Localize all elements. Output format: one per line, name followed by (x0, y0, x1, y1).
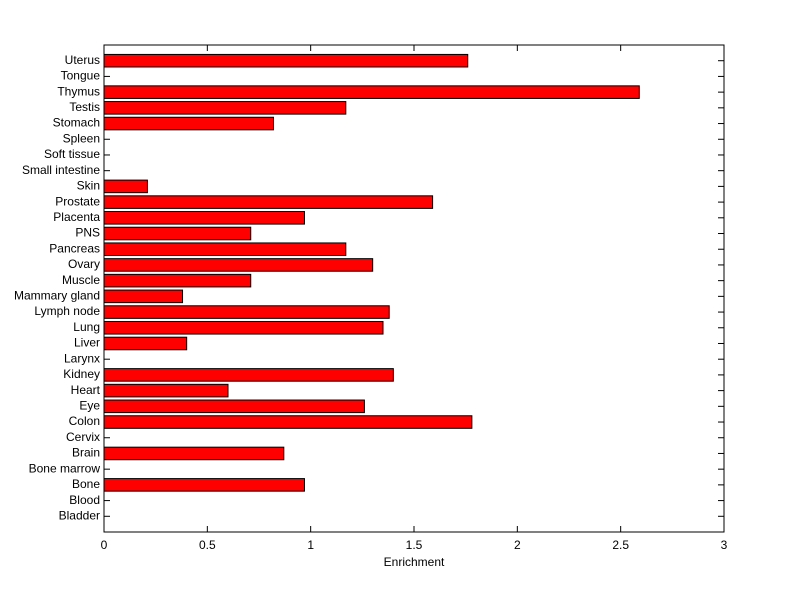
y-tick-label: Kidney (63, 367, 100, 381)
bar (103, 211, 305, 225)
y-tick-label: Lymph node (34, 304, 100, 318)
bar (103, 226, 252, 241)
bar (103, 258, 374, 272)
y-tick-label: Colon (69, 414, 100, 428)
x-tick-label: 1.5 (406, 538, 423, 552)
y-tick-label: Brain (72, 446, 100, 460)
bar (103, 368, 394, 382)
y-tick-label: Lung (73, 320, 100, 334)
y-tick-label: Uterus (65, 53, 100, 67)
bar (103, 195, 434, 209)
bar (103, 289, 184, 304)
y-tick-label: Spleen (63, 131, 100, 145)
y-tick-label: Larynx (64, 351, 100, 365)
bar (103, 336, 188, 351)
y-tick-label: Mammary gland (14, 289, 100, 303)
x-tick-label: 3 (721, 538, 728, 552)
x-tick-label: 0.5 (199, 538, 216, 552)
y-tick-label: Liver (74, 336, 100, 350)
bar (103, 101, 347, 115)
y-tick-label: PNS (75, 226, 100, 240)
x-tick-label: 2 (514, 538, 521, 552)
y-tick-label: Bladder (59, 508, 100, 522)
bar (103, 320, 384, 335)
y-tick-label: Placenta (53, 210, 100, 224)
bar (103, 273, 252, 288)
x-tick-label: 1 (307, 538, 314, 552)
y-tick-label: Bone marrow (29, 461, 101, 475)
bar (103, 85, 640, 99)
x-tick-label: 0 (101, 538, 108, 552)
bar (103, 399, 365, 414)
y-tick-label: Testis (69, 100, 100, 114)
bar (103, 242, 347, 257)
y-tick-label: Small intestine (22, 163, 100, 177)
bar (103, 383, 229, 398)
y-tick-label: Pancreas (49, 241, 100, 255)
y-tick-label: Skin (77, 179, 100, 193)
bar (103, 415, 473, 429)
y-tick-label: Cervix (66, 430, 100, 444)
plot-frame (103, 44, 725, 533)
bar (103, 116, 274, 131)
x-axis-label: Enrichment (384, 555, 445, 569)
y-tick-label: Eye (79, 398, 100, 412)
y-tick-label: Stomach (53, 116, 100, 130)
bar (103, 446, 285, 461)
y-tick-label: Prostate (55, 194, 100, 208)
bar (103, 305, 390, 319)
y-tick-label: Soft tissue (44, 147, 100, 161)
x-tick-label: 2.5 (612, 538, 629, 552)
y-tick-label: Tongue (61, 69, 101, 83)
y-tick-label: Ovary (68, 257, 100, 271)
bar (103, 53, 469, 68)
bar (103, 179, 148, 194)
y-tick-label: Heart (71, 383, 101, 397)
y-tick-label: Muscle (62, 273, 100, 287)
bar (103, 478, 305, 492)
y-tick-label: Blood (69, 493, 100, 507)
y-tick-label: Bone (72, 477, 100, 491)
y-tick-label: Thymus (57, 84, 100, 98)
